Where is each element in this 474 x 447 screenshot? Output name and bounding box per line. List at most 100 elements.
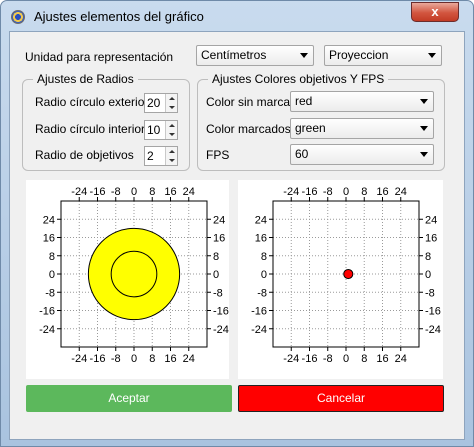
x-tick-label-bottom: 8: [149, 353, 155, 365]
y-tick-label-right: 24: [425, 214, 437, 226]
marked-color-value: green: [295, 121, 326, 135]
x-tick-label-top: 24: [183, 186, 195, 198]
target-radius-label: Radio de objetivos: [35, 148, 134, 162]
x-tick-label-bottom: -24: [71, 353, 87, 365]
y-tick-label-right: -8: [213, 287, 223, 299]
spin-down-icon[interactable]: [165, 156, 177, 165]
y-tick-label-right: 8: [213, 251, 219, 263]
marked-color-label: Color marcados: [206, 122, 291, 136]
x-tick-label-top: -24: [71, 186, 87, 198]
y-tick-label-right: 0: [213, 269, 219, 281]
y-tick-label-right: -24: [425, 324, 441, 336]
outer-radius-value: 20: [147, 96, 161, 110]
unmarked-color-select[interactable]: red: [290, 91, 434, 112]
y-tick-label-right: 16: [425, 233, 437, 245]
chevron-down-icon: [300, 53, 308, 58]
x-tick-label-bottom: 24: [183, 353, 195, 365]
y-tick-label-right: 8: [425, 251, 431, 263]
unit-select[interactable]: Centímetros: [196, 45, 314, 66]
x-tick-label-top: -24: [283, 186, 299, 198]
y-tick-label-left: -16: [39, 306, 55, 318]
y-tick-label-right: -24: [213, 324, 229, 336]
colors-group-title: Ajustes Colores objetivos Y FPS: [208, 72, 389, 86]
y-tick-label-left: -24: [39, 324, 55, 336]
chevron-down-icon: [428, 53, 436, 58]
chevron-down-icon: [420, 126, 428, 131]
unit-label: Unidad para representación: [25, 50, 174, 64]
radius-preview-plot: -24 -24 -16 -16 -8 -8 0 0 8 8 16 16 24 24 24 24 16 16 8 8 0 0…: [26, 180, 229, 379]
x-tick-label-bottom: 24: [395, 353, 407, 365]
colors-group: Ajustes Colores objetivos Y FPS Color si…: [197, 72, 445, 171]
x-tick-label-bottom: -24: [283, 353, 299, 365]
y-tick-label-left: 24: [255, 214, 267, 226]
inner-radius-spinbox[interactable]: 10: [144, 120, 178, 140]
y-tick-label-left: 24: [43, 214, 55, 226]
x-tick-label-top: 0: [131, 186, 137, 198]
x-tick-label-top: 16: [164, 186, 176, 198]
x-tick-label-top: -16: [302, 186, 318, 198]
x-tick-label-top: 8: [149, 186, 155, 198]
spin-up-icon[interactable]: [165, 147, 177, 156]
x-tick-label-bottom: 0: [343, 353, 349, 365]
x-tick-label-top: 8: [361, 186, 367, 198]
window-title: Ajustes elementos del gráfico: [34, 9, 204, 24]
chevron-down-icon: [420, 152, 428, 157]
y-tick-label-right: -8: [425, 287, 435, 299]
y-tick-label-right: 24: [213, 214, 225, 226]
chevron-down-icon: [420, 99, 428, 104]
unmarked-color-label: Color sin marcar: [206, 95, 295, 109]
outer-circle: [87, 227, 181, 321]
x-tick-label-bottom: -16: [90, 353, 106, 365]
inner-radius-value: 10: [147, 123, 161, 137]
unit-select-value: Centímetros: [201, 48, 267, 62]
x-tick-label-top: -8: [323, 186, 333, 198]
unmarked-color-value: red: [295, 94, 313, 108]
fps-label: FPS: [206, 148, 230, 162]
projection-select[interactable]: Proyeccion: [324, 45, 442, 66]
y-tick-label-left: 0: [261, 269, 267, 281]
close-button[interactable]: x: [411, 2, 459, 22]
x-tick-label-top: -8: [111, 186, 121, 198]
y-tick-label-left: 8: [261, 251, 267, 263]
projection-select-value: Proyeccion: [329, 48, 389, 62]
target-radius-value: 2: [147, 149, 154, 163]
spin-up-icon[interactable]: [165, 121, 177, 130]
inner-radius-label: Radio círculo interior: [35, 122, 146, 136]
outer-radius-spinbox[interactable]: 20: [144, 93, 178, 113]
inner-circle: [110, 250, 158, 298]
x-tick-label-top: 0: [343, 186, 349, 198]
x-tick-label-bottom: 16: [376, 353, 388, 365]
target-radius-spinbox[interactable]: 2: [144, 146, 178, 166]
y-tick-label-left: 8: [49, 251, 55, 263]
y-tick-label-left: 0: [49, 269, 55, 281]
x-tick-label-top: -16: [90, 186, 106, 198]
x-tick-label-bottom: 0: [131, 353, 137, 365]
y-tick-label-right: 16: [213, 233, 225, 245]
fps-select[interactable]: 60: [290, 144, 434, 165]
app-target-icon: [11, 10, 25, 24]
spin-down-icon[interactable]: [165, 130, 177, 139]
x-tick-label-top: 24: [395, 186, 407, 198]
fps-value: 60: [295, 147, 309, 161]
y-tick-label-right: -16: [213, 306, 229, 318]
radios-group-title: Ajustes de Radios: [33, 72, 138, 86]
dialog-content: Unidad para representación Centímetros P…: [9, 31, 465, 440]
cancel-button[interactable]: Cancelar: [238, 385, 444, 412]
spin-down-icon[interactable]: [165, 103, 177, 112]
target-point: [343, 268, 354, 280]
spin-up-icon[interactable]: [165, 94, 177, 103]
x-tick-label-bottom: 8: [361, 353, 367, 365]
accept-button[interactable]: Aceptar: [26, 385, 232, 412]
y-tick-label-left: -8: [45, 287, 55, 299]
radios-group: Ajustes de Radios Radio círculo exterior…: [22, 72, 190, 171]
x-tick-label-top: 16: [376, 186, 388, 198]
targets-preview-plot: -24 -24 -16 -16 -8 -8 0 0 8 8 16 16 24 24 24 24 16 16 8 8 0 0…: [238, 180, 443, 379]
x-tick-label-bottom: -8: [323, 353, 333, 365]
x-tick-label-bottom: 16: [164, 353, 176, 365]
x-tick-label-bottom: -8: [111, 353, 121, 365]
title-bar[interactable]: Ajustes elementos del gráfico x: [1, 1, 473, 31]
marked-color-select[interactable]: green: [290, 118, 434, 139]
